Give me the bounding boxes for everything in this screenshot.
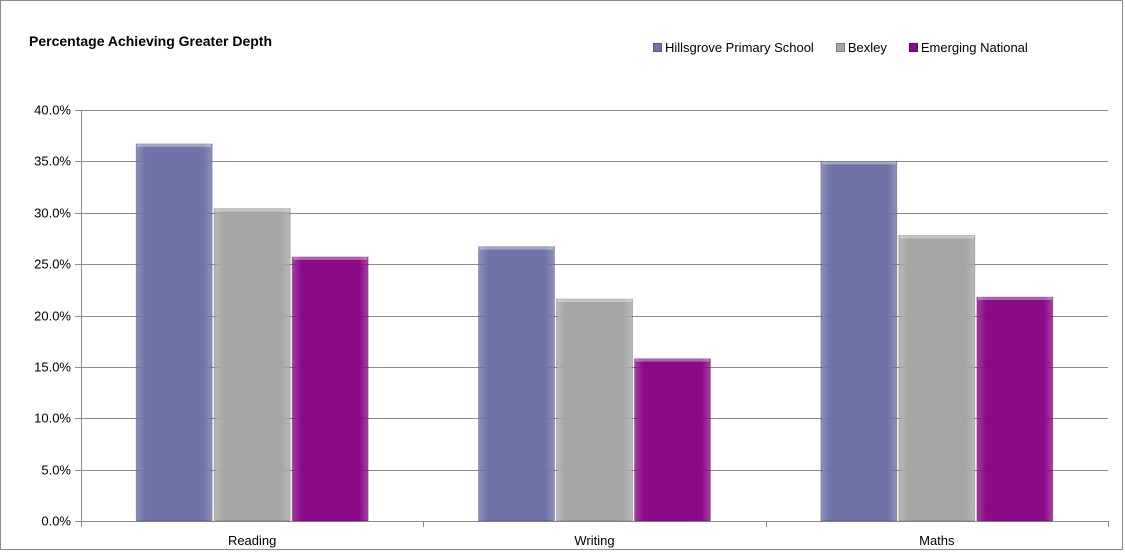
x-tick-label-reading: Reading [228,533,276,548]
y-tick-label: 40.0% [34,103,71,118]
bar-bexley-writing [556,298,633,522]
legend-label-bexley: Bexley [847,40,887,55]
bar-highlight [899,235,974,239]
x-tick-label-writing: Writing [574,533,614,548]
chart-title: Percentage Achieving Greater Depth [29,33,273,49]
y-tick-label: 15.0% [34,360,71,375]
bar-highlight [635,358,710,362]
bar-highlight [479,246,554,250]
y-tick-label: 30.0% [34,206,71,221]
y-tick-label: 35.0% [34,154,71,169]
y-tick-label: 20.0% [34,309,71,324]
bar-highlight [215,208,290,212]
y-tick-label: 10.0% [34,411,71,426]
bar-highlight [137,143,212,147]
y-tick-label: 25.0% [34,257,71,272]
bar-emerging-national-reading [291,256,369,522]
legend-item-hillsgrove: Hillsgrove Primary School [653,40,814,55]
bar-hillsgrove-primary-school-maths [820,160,898,522]
y-tick-label: 5.0% [41,463,71,478]
legend-label-hillsgrove: Hillsgrove Primary School [665,40,814,55]
legend-item-bexley: Bexley [835,40,887,55]
legend-swatch-emerging-national [908,43,918,52]
x-tick-label-maths: Maths [919,533,955,548]
legend-swatch-bexley [835,43,845,52]
bar-highlight [977,297,1052,301]
bar-highlight [821,161,896,165]
bar-hillsgrove-primary-school-reading [135,143,213,522]
bar-emerging-national-maths [976,296,1054,522]
bar-bexley-reading [213,208,291,522]
bar-hillsgrove-primary-school-writing [478,246,555,522]
legend-item-emerging-national: Emerging National [908,40,1028,55]
bar-highlight [557,299,632,303]
bar-highlight [293,256,368,260]
bar-emerging-national-writing [634,358,711,522]
y-tick-label: 0.0% [41,514,71,529]
legend-label-emerging-national: Emerging National [920,40,1028,55]
chart-legend: Hillsgrove Primary School Bexley Emergin… [653,40,1028,55]
bar-bexley-maths [898,234,976,522]
legend-swatch-hillsgrove [653,43,662,52]
